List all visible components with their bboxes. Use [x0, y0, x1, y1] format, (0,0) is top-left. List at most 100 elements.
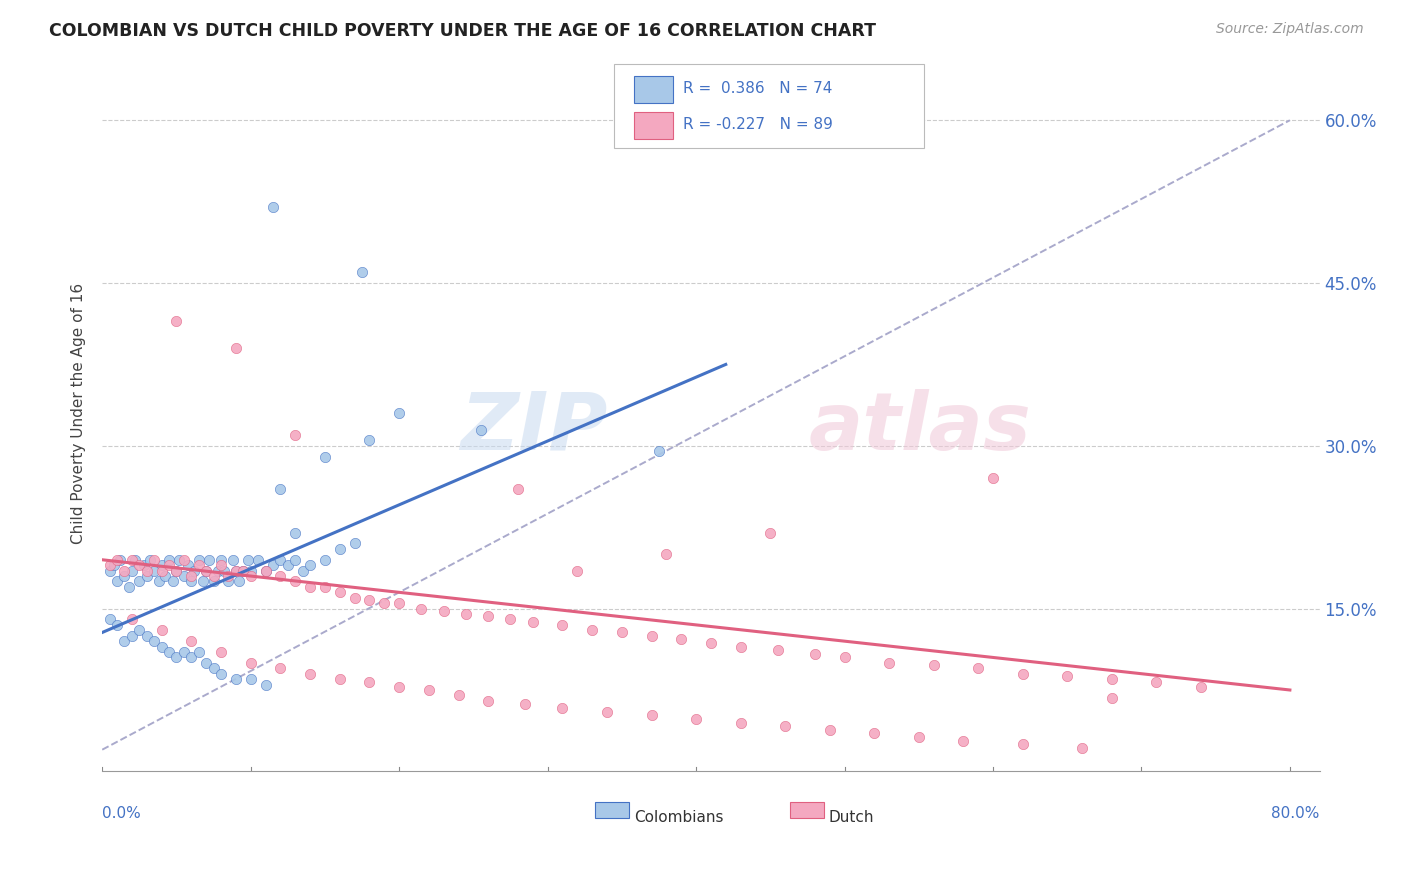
Point [254, 677, 277, 691]
Point [173, 553, 195, 567]
Point [121, 564, 143, 578]
Point [291, 564, 314, 578]
Point [350, 265, 373, 279]
Point [640, 708, 662, 723]
Text: ZIP: ZIP [460, 389, 607, 467]
Point [596, 705, 619, 719]
Point [284, 553, 307, 567]
Point [180, 634, 202, 648]
Point [284, 574, 307, 589]
Point [217, 569, 239, 583]
Text: 0.0%: 0.0% [103, 805, 141, 821]
Point [187, 553, 209, 567]
Point [103, 558, 125, 573]
Point [209, 553, 232, 567]
Point [411, 601, 433, 615]
Point [685, 712, 707, 726]
Text: 80.0%: 80.0% [1271, 805, 1320, 821]
Point [254, 564, 277, 578]
Point [359, 434, 381, 448]
Point [239, 564, 262, 578]
Point [239, 569, 262, 583]
Point [262, 558, 284, 573]
Point [128, 574, 150, 589]
Point [610, 625, 633, 640]
Point [225, 564, 247, 578]
Point [499, 612, 522, 626]
Point [433, 604, 456, 618]
Point [284, 428, 307, 442]
Point [169, 553, 191, 567]
Point [359, 593, 381, 607]
Text: Dutch: Dutch [830, 810, 875, 825]
Point [359, 675, 381, 690]
Point [640, 629, 662, 643]
Point [105, 618, 128, 632]
Point [329, 541, 352, 556]
Point [195, 564, 218, 578]
Point [239, 672, 262, 686]
Point [551, 701, 574, 715]
Point [180, 574, 202, 589]
Point [418, 683, 440, 698]
Point [157, 553, 180, 567]
Text: Colombians: Colombians [634, 810, 724, 825]
Point [329, 672, 352, 686]
Point [148, 574, 170, 589]
Point [1101, 672, 1123, 686]
FancyBboxPatch shape [634, 112, 673, 139]
FancyBboxPatch shape [613, 63, 924, 148]
Point [187, 558, 209, 573]
Point [207, 564, 229, 578]
Point [1056, 669, 1078, 683]
Point [477, 609, 499, 624]
Point [187, 645, 209, 659]
Point [254, 564, 277, 578]
Point [262, 200, 284, 214]
Point [818, 723, 841, 738]
Point [700, 636, 723, 650]
Point [173, 569, 195, 583]
Point [209, 645, 232, 659]
FancyBboxPatch shape [790, 802, 824, 818]
Point [143, 634, 166, 648]
Point [766, 643, 789, 657]
Point [138, 553, 160, 567]
Point [198, 553, 221, 567]
Point [209, 558, 232, 573]
Point [343, 536, 366, 550]
Point [567, 564, 589, 578]
Point [388, 596, 411, 610]
Text: COLOMBIAN VS DUTCH CHILD POVERTY UNDER THE AGE OF 16 CORRELATION CHART: COLOMBIAN VS DUTCH CHILD POVERTY UNDER T… [49, 22, 876, 40]
Point [477, 694, 499, 708]
Point [162, 574, 184, 589]
Point [1071, 740, 1094, 755]
Point [373, 596, 395, 610]
Point [454, 607, 477, 621]
Point [202, 574, 225, 589]
Point [157, 645, 180, 659]
Point [877, 656, 900, 670]
Point [124, 553, 146, 567]
Point [299, 666, 322, 681]
Point [269, 482, 291, 496]
Y-axis label: Child Poverty Under the Age of 16: Child Poverty Under the Age of 16 [72, 283, 86, 544]
Point [1101, 690, 1123, 705]
Point [143, 564, 166, 578]
Text: atlas: atlas [808, 389, 1031, 467]
Point [730, 640, 752, 654]
Point [114, 564, 136, 578]
Text: R = -0.227   N = 89: R = -0.227 N = 89 [683, 117, 832, 132]
Point [759, 525, 782, 540]
Point [202, 661, 225, 675]
Point [515, 697, 537, 711]
Point [183, 564, 205, 578]
Point [135, 564, 157, 578]
Point [506, 482, 529, 496]
Text: Source: ZipAtlas.com: Source: ZipAtlas.com [1216, 22, 1364, 37]
Point [209, 666, 232, 681]
Point [388, 680, 411, 694]
Point [165, 650, 187, 665]
Point [132, 558, 155, 573]
Point [269, 661, 291, 675]
